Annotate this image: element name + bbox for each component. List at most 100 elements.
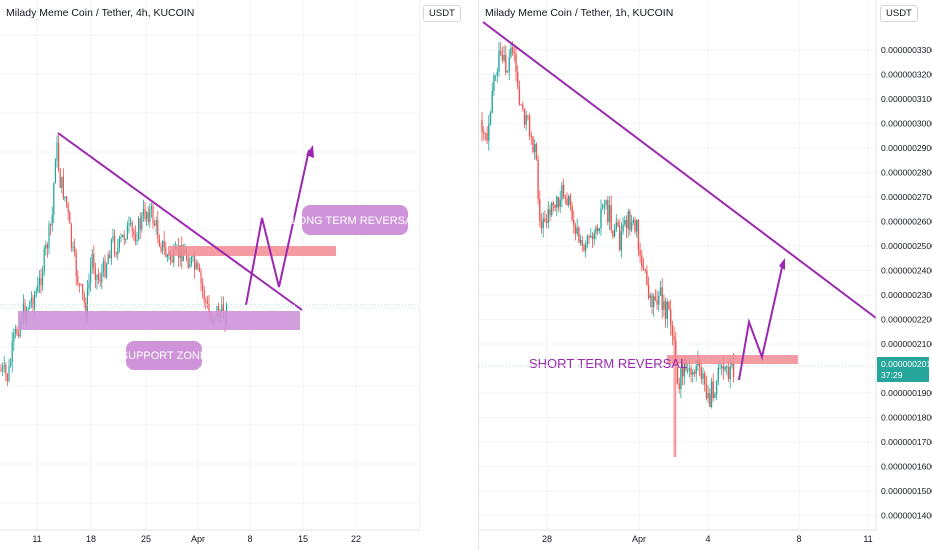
right-candle-body bbox=[593, 233, 595, 240]
right-projection-arrowhead bbox=[779, 258, 785, 270]
left-x-tick-label: 22 bbox=[351, 534, 361, 544]
right-candle-body bbox=[670, 309, 672, 326]
left-x-tick-label: 25 bbox=[141, 534, 151, 544]
left-candle-body bbox=[138, 218, 140, 240]
right-candle-body bbox=[600, 208, 602, 229]
right-candle-body bbox=[731, 362, 733, 367]
right-currency-label[interactable]: USDT bbox=[880, 5, 918, 22]
right-price-axis bbox=[876, 0, 932, 550]
right-candle-body bbox=[651, 295, 653, 308]
right-candle-body bbox=[551, 202, 553, 216]
right-candle-body bbox=[508, 57, 510, 72]
right-x-tick-label: 28 bbox=[542, 534, 552, 544]
right-candle-body bbox=[525, 115, 527, 125]
right-candle-body bbox=[707, 393, 709, 399]
right-candle-body bbox=[603, 204, 606, 206]
left-candle-body bbox=[163, 240, 165, 248]
left-candle-body bbox=[154, 223, 156, 226]
left-candle-body bbox=[155, 220, 157, 226]
right-y-tick-label: 0.0000001700 bbox=[881, 437, 932, 447]
left-candle-body bbox=[67, 204, 69, 213]
right-candle-body bbox=[727, 366, 730, 380]
right-candle-body bbox=[629, 211, 631, 231]
right-candle-body bbox=[503, 55, 505, 61]
right-candle-body bbox=[515, 53, 517, 72]
left-candle-body bbox=[51, 215, 53, 226]
left-projection-arrowhead bbox=[306, 145, 314, 158]
right-candle-body bbox=[654, 296, 657, 301]
left-candle-body bbox=[182, 253, 184, 262]
left-candle-body bbox=[14, 328, 16, 333]
left-candle-body bbox=[96, 274, 98, 280]
left-candle-body bbox=[187, 258, 189, 268]
right-y-tick-label: 0.0000002900 bbox=[881, 143, 932, 153]
left-candle-body bbox=[157, 220, 159, 239]
left-candle-body bbox=[90, 266, 92, 283]
right-candle-body bbox=[481, 120, 483, 132]
right-candle-body bbox=[619, 225, 621, 251]
left-candle-body bbox=[53, 183, 55, 216]
left-candle-body bbox=[64, 196, 66, 199]
left-currency-label[interactable]: USDT bbox=[423, 5, 461, 22]
right-resistance-zone-box bbox=[667, 355, 798, 364]
right-candle-body bbox=[636, 219, 638, 232]
left-candle-body bbox=[122, 234, 124, 238]
left-candle-body bbox=[75, 252, 77, 277]
left-candle-body bbox=[58, 142, 60, 170]
left-candle-body bbox=[62, 176, 64, 199]
left-candle-body bbox=[50, 224, 52, 226]
left-candle-body bbox=[147, 212, 149, 222]
right-candle-body bbox=[676, 365, 679, 384]
right-chart-svg[interactable]: SHORT TERM REVERSAL 0.0000003300 0.000000… bbox=[479, 0, 932, 550]
left-candle-body bbox=[206, 301, 208, 304]
left-candle-body bbox=[112, 235, 114, 240]
right-y-tick-label: 0.0000003200 bbox=[881, 70, 932, 80]
right-candle-body bbox=[513, 52, 515, 54]
left-candle-body bbox=[208, 303, 210, 315]
support-zone-label: SUPPORT ZONE bbox=[121, 350, 207, 362]
right-candle-body bbox=[659, 287, 662, 296]
left-x-tick-label: Apr bbox=[191, 534, 205, 544]
left-candle-body bbox=[192, 255, 194, 258]
left-candle-body bbox=[120, 237, 122, 239]
right-candle-body bbox=[714, 394, 716, 399]
right-candle-body bbox=[613, 229, 616, 237]
left-candle-body bbox=[2, 366, 4, 371]
right-candle-body bbox=[607, 200, 609, 223]
right-candle-body bbox=[496, 71, 498, 76]
left-candle-body bbox=[150, 206, 152, 210]
left-candle-body bbox=[86, 288, 88, 319]
right-candle-body bbox=[675, 340, 677, 366]
left-candle-body bbox=[139, 218, 141, 230]
left-candle-body bbox=[203, 289, 205, 300]
right-y-tick-label: 0.0000001900 bbox=[881, 388, 932, 398]
left-candle-body bbox=[104, 261, 106, 278]
left-candle-body bbox=[16, 328, 18, 335]
right-candle-body bbox=[564, 196, 566, 199]
right-y-tick-label: 0.0000002700 bbox=[881, 192, 932, 202]
right-candle-body bbox=[664, 301, 667, 319]
right-candle-body bbox=[539, 199, 541, 222]
left-x-tick-label: 15 bbox=[298, 534, 308, 544]
right-candle-body bbox=[658, 295, 660, 305]
left-candle-body bbox=[61, 176, 63, 188]
right-y-tick-label: 0.0000002400 bbox=[881, 266, 932, 276]
right-candle-body bbox=[489, 112, 492, 125]
right-candle-body bbox=[561, 184, 563, 200]
left-candle-body bbox=[134, 234, 136, 242]
right-candle-body bbox=[666, 301, 668, 319]
left-candle-body bbox=[115, 253, 117, 255]
right-candle-body bbox=[712, 381, 714, 399]
right-candle-body bbox=[540, 221, 543, 229]
right-candle-body bbox=[595, 227, 597, 234]
left-candle-body bbox=[125, 239, 127, 241]
right-candle-body bbox=[532, 136, 534, 153]
right-candle-body bbox=[663, 301, 665, 310]
long-term-reversal-label: LONG TERM REVERSAL bbox=[292, 215, 419, 227]
left-candle-body bbox=[149, 209, 151, 222]
right-candle-body bbox=[576, 227, 578, 234]
right-candle-body bbox=[681, 367, 684, 377]
right-candle-body bbox=[486, 133, 488, 141]
right-candle-body bbox=[517, 71, 519, 87]
